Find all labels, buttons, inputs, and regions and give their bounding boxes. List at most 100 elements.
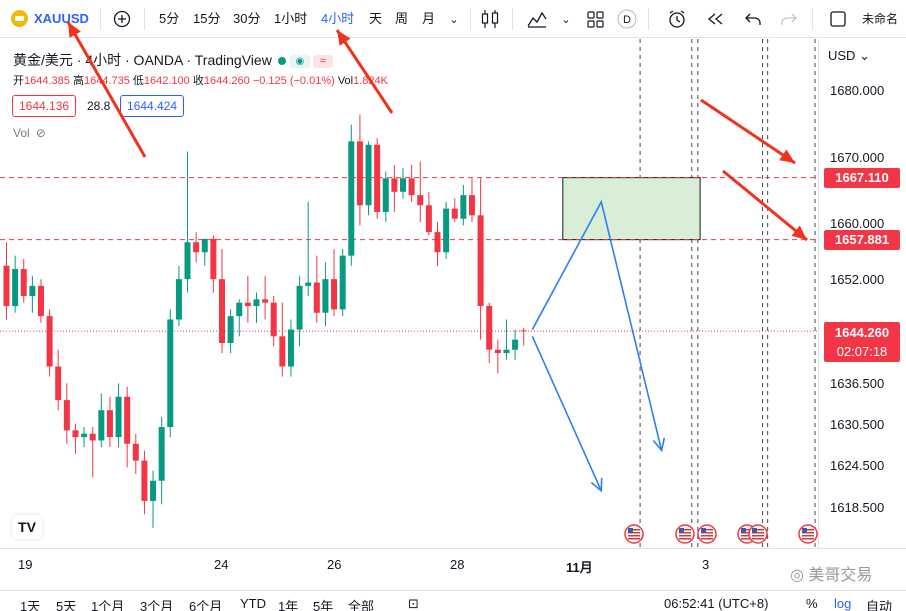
author-watermark: ◎ 美哥交易 — [790, 567, 873, 584]
price-tick: 1660.000 — [830, 216, 885, 231]
percent-toggle[interactable]: % — [806, 596, 818, 611]
tradingview-logo[interactable]: TV — [12, 515, 42, 539]
candle-body — [356, 141, 363, 206]
candle-body — [331, 279, 338, 310]
interval-15m[interactable]: 15分 — [193, 11, 221, 26]
toolbar-divider — [470, 8, 471, 30]
range-1y[interactable]: 1年 — [278, 599, 299, 611]
redo-icon[interactable] — [778, 0, 800, 38]
replay-rewind-icon[interactable] — [704, 0, 726, 38]
candle-body — [20, 269, 27, 296]
range-3m[interactable]: 3个月 — [140, 599, 174, 611]
change-value: −0.125 (−0.01%) — [252, 75, 335, 87]
chevron-down-icon[interactable]: ⌄ — [449, 13, 459, 26]
economic-event-flag-icon[interactable] — [624, 524, 644, 544]
bar-countdown: 02:07:18 — [836, 344, 888, 359]
time-tick: 28 — [450, 557, 465, 572]
chevron-down-icon[interactable]: ⌄ — [561, 13, 571, 26]
candle-body — [3, 265, 10, 307]
eye-off-icon[interactable]: ⊘ — [35, 126, 46, 140]
layout-grid-icon[interactable] — [584, 0, 606, 38]
interval-1h[interactable]: 1小时 — [274, 11, 308, 26]
interval-5m[interactable]: 5分 — [159, 11, 180, 26]
supply-zone-rectangle — [562, 177, 701, 241]
candle-body — [12, 269, 19, 307]
symbol-search-button[interactable]: XAUUSD — [34, 11, 89, 26]
chart-pane[interactable] — [0, 39, 818, 548]
candle-body — [46, 316, 53, 367]
candle-body — [365, 144, 372, 206]
toolbar-divider — [512, 8, 513, 30]
candle-body — [322, 279, 329, 313]
range-5y[interactable]: 5年 — [313, 599, 334, 611]
scenario-arrowhead — [590, 477, 603, 493]
chart-canvas[interactable] — [0, 39, 818, 548]
candle-body — [184, 242, 191, 280]
candle-body — [55, 366, 62, 401]
series-title: 黄金/美元 · 4小时 · OANDA · TradingView — [13, 52, 272, 68]
eye-icon[interactable]: ◉ — [289, 55, 310, 68]
volume-indicator-label: Vol — [13, 126, 30, 140]
watermark-text: 美哥交易 — [808, 567, 873, 584]
time-axis[interactable] — [0, 548, 906, 581]
low-label: 低 — [132, 75, 144, 87]
sell-price-button[interactable]: 1644.136 — [12, 95, 77, 117]
layout-name[interactable]: 未命名 — [862, 12, 899, 26]
candle-body — [37, 285, 44, 317]
candle-body — [400, 178, 407, 192]
interval-week[interactable]: 周 — [395, 11, 409, 26]
range-1d[interactable]: 1天 — [20, 599, 41, 611]
economic-event-flag-icon[interactable] — [697, 524, 717, 544]
range-ytd[interactable]: YTD — [240, 596, 266, 611]
range-1m[interactable]: 1个月 — [91, 599, 125, 611]
checkbox-icon[interactable] — [828, 0, 848, 38]
economic-event-flag-icon[interactable] — [748, 524, 768, 544]
alert-clock-icon[interactable] — [664, 0, 690, 38]
economic-event-flag-icon[interactable] — [675, 524, 695, 544]
economic-event-flag-icon[interactable] — [798, 524, 818, 544]
low-value: 1642.100 — [143, 75, 190, 87]
indicators-icon[interactable] — [524, 0, 550, 38]
candle-body — [158, 427, 165, 481]
auto-scale-toggle[interactable]: 自动 — [866, 599, 893, 611]
data-window-icon[interactable]: D — [616, 0, 638, 38]
time-tick: 3 — [702, 557, 710, 572]
candle-body — [486, 306, 493, 350]
bottom-bar — [0, 590, 906, 611]
candle-body — [348, 141, 355, 256]
candle-body — [425, 205, 432, 233]
candle-body — [279, 336, 286, 367]
chart-legend: 黄金/美元 · 4小时 · OANDA · TradingView ◉ ≈ — [13, 50, 333, 70]
interval-month[interactable]: 月 — [422, 11, 436, 26]
scenario-path-line — [531, 199, 663, 451]
currency-selector[interactable]: USD ⌄ — [828, 48, 870, 63]
price-tick: 1670.000 — [830, 150, 885, 165]
time-tick: 19 — [18, 557, 33, 572]
candle-body — [201, 238, 208, 253]
volume-value: 1.824K — [353, 75, 388, 87]
range-all[interactable]: 全部 — [348, 599, 375, 611]
candle-body — [339, 255, 346, 310]
interval-day[interactable]: 天 — [369, 11, 383, 26]
undo-icon[interactable] — [742, 0, 764, 38]
price-tick: 1630.500 — [830, 417, 885, 432]
time-tick: 11月 — [566, 560, 593, 575]
price-axis[interactable] — [818, 39, 906, 548]
volume-indicator-legend[interactable]: Vol ⊘ — [13, 126, 46, 140]
goto-date-icon[interactable]: ⊡ — [408, 596, 419, 611]
last-price-label: 1644.260 02:07:18 — [824, 322, 900, 362]
clock-time[interactable]: 06:52:41 (UTC+8) — [664, 596, 769, 611]
interval-4h[interactable]: 4小时 — [321, 11, 355, 26]
interval-30m[interactable]: 30分 — [233, 11, 261, 26]
candle-body — [460, 195, 467, 219]
wave-icon[interactable]: ≈ — [312, 55, 333, 68]
candles-chart-type-icon[interactable] — [478, 0, 502, 38]
lower-level-price-label: 1657.881 — [824, 230, 900, 250]
range-6m[interactable]: 6个月 — [189, 599, 223, 611]
compare-add-icon[interactable] — [110, 0, 134, 38]
range-5d[interactable]: 5天 — [56, 599, 77, 611]
log-toggle[interactable]: log — [834, 596, 852, 611]
candle-body — [520, 330, 527, 332]
candle-body — [132, 443, 139, 461]
buy-price-button[interactable]: 1644.424 — [120, 95, 185, 117]
